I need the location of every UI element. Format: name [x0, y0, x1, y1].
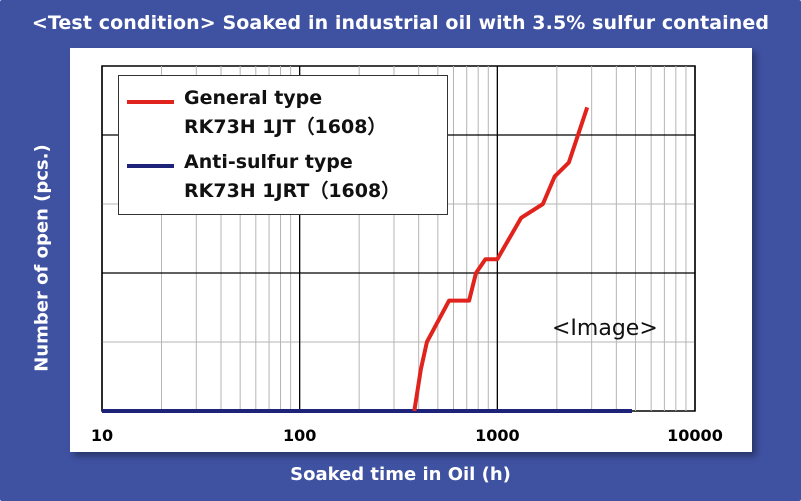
- x-tick-label: 1000: [475, 426, 520, 445]
- legend-label-general-line1: General type: [184, 87, 323, 109]
- legend-label-general-line2: RK73H 1JT（1608）: [184, 116, 387, 138]
- legend-swatch-general: [127, 100, 174, 104]
- x-axis-label: Soaked time in Oil (h): [290, 464, 511, 485]
- chart-title: <Test condition> Soaked in industrial oi…: [31, 12, 770, 34]
- legend-label-anti-sulfur-line2: RK73H 1JRT（1608）: [184, 180, 401, 202]
- legend-swatch-anti-sulfur: [127, 164, 174, 168]
- x-tick-label: 100: [283, 426, 316, 445]
- x-tick-label: 10000: [667, 426, 723, 445]
- series-line-general-type: [412, 106, 590, 412]
- legend-label-anti-sulfur-line1: Anti-sulfur type: [184, 151, 353, 173]
- series-lines: [102, 106, 632, 413]
- x-tick-label: 10: [91, 426, 113, 445]
- image-annotation: <Image>: [552, 316, 658, 341]
- legend: General type RK73H 1JT（1608） Anti-sulfur…: [118, 75, 448, 215]
- x-tick-labels: 10 100 1000 10000: [91, 426, 723, 445]
